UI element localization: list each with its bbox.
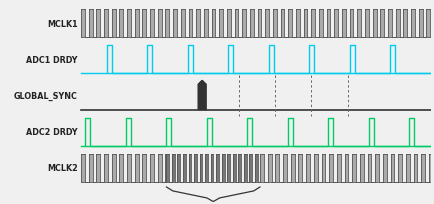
Text: MCLK2: MCLK2: [47, 163, 78, 172]
Polygon shape: [198, 81, 206, 110]
Text: GLOBAL_SYNC: GLOBAL_SYNC: [14, 91, 78, 101]
Text: ADC2 DRDY: ADC2 DRDY: [26, 128, 78, 136]
Text: ADC1 DRDY: ADC1 DRDY: [26, 55, 78, 64]
Text: MCLK1: MCLK1: [47, 20, 78, 29]
